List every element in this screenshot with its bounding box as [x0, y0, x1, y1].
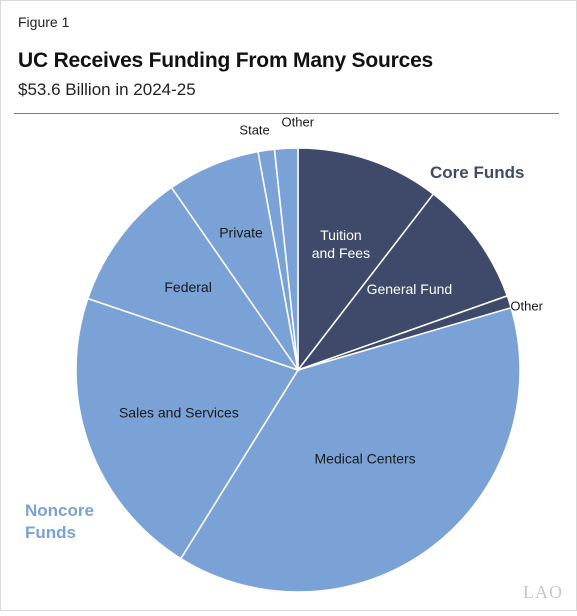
title-divider — [14, 113, 559, 114]
figure-label: Figure 1 — [18, 14, 70, 30]
chart-title: UC Receives Funding From Many Sources — [18, 49, 434, 72]
noncore-funds-label: Noncore Funds — [25, 501, 94, 542]
pie-slice-4 — [75, 297, 300, 560]
pie-slice-8 — [273, 147, 299, 371]
lao-logo: LAO — [523, 582, 563, 602]
slice-label-1: General Fund — [367, 281, 453, 297]
slice-label-3: Medical Centers — [315, 450, 416, 466]
pie-slice-3 — [179, 306, 521, 593]
pie-slice-0 — [297, 147, 435, 373]
pie-slice-5 — [86, 186, 300, 372]
slice-label-8: Other — [282, 114, 315, 129]
slice-label-5: Federal — [164, 279, 211, 295]
chart-subtitle: $53.6 Billion in 2024-25 — [18, 80, 196, 99]
core-funds-label: Core Funds — [430, 163, 525, 182]
slice-label-0: Tuition and Fees — [312, 227, 370, 261]
pie-slice-1 — [295, 192, 509, 372]
slice-label-6: Private — [219, 225, 263, 241]
slice-label-4: Sales and Services — [119, 405, 239, 421]
slice-label-2: Other — [510, 299, 543, 314]
slice-label-7: State — [239, 123, 269, 138]
